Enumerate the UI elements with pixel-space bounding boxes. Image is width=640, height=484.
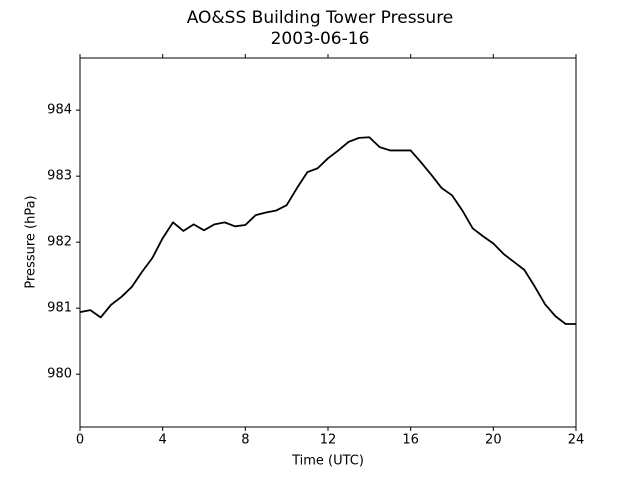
data-line <box>79 136 576 325</box>
y-tick-label: 980 <box>47 367 72 382</box>
y-tick-label: 983 <box>47 169 72 184</box>
y-tick-label: 984 <box>47 103 72 118</box>
y-axis-label: Pressure (hPa) <box>24 195 39 288</box>
x-axis-label: Time (UTC) <box>291 454 364 469</box>
y-tick-label: 981 <box>47 301 72 316</box>
x-tick-label: 4 <box>159 433 167 448</box>
x-tick-label: 0 <box>76 433 84 448</box>
x-tick-label: 24 <box>568 433 585 448</box>
y-tick-label: 982 <box>47 235 72 250</box>
x-tick-label: 20 <box>485 433 502 448</box>
x-tick-label: 12 <box>320 433 337 448</box>
x-tick-label: 8 <box>241 433 249 448</box>
chart-title: AO&SS Building Tower Pressure <box>187 8 454 28</box>
chart-subtitle: 2003-06-16 <box>271 29 370 49</box>
x-tick-label: 16 <box>402 433 419 448</box>
